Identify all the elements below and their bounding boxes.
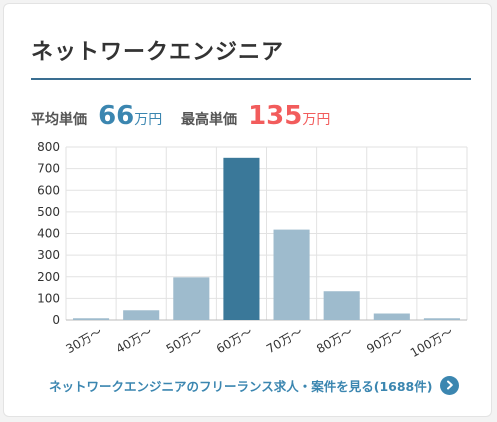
- bar: [273, 229, 310, 320]
- bar: [123, 310, 160, 320]
- x-tick-label: 80万～: [314, 324, 355, 356]
- x-tick-label: 90万～: [364, 324, 405, 356]
- x-tick-label: 40万～: [114, 324, 155, 356]
- chevron-right-icon[interactable]: [440, 375, 460, 395]
- x-tick-label: 60万～: [214, 324, 255, 356]
- x-tick-label: 30万～: [64, 324, 105, 356]
- average-rate-unit: 万円: [134, 112, 163, 128]
- title-divider: [31, 78, 471, 80]
- bar: [423, 318, 460, 320]
- bar: [323, 291, 360, 320]
- y-tick-label: 800: [37, 140, 60, 154]
- y-tick-label: 500: [37, 205, 60, 219]
- job-rate-card: ネットワークエンジニア 平均単価 66万円 最高単価 135万円 0 100 200…: [3, 3, 492, 417]
- average-rate-value: 66: [98, 101, 135, 131]
- bar: [73, 318, 110, 320]
- rate-distribution-chart: 0 100 200 300 400 500 600 700 800 30万～ 40万～ 50万～ 60万…: [37, 140, 468, 360]
- y-tick-label: 300: [37, 248, 60, 262]
- x-tick-label: 70万～: [264, 324, 305, 356]
- job-listings-link[interactable]: ネットワークエンジニアのフリーランス求人・案件を見る(1688件): [49, 374, 460, 396]
- bar: [173, 277, 210, 320]
- y-tick-label: 600: [37, 183, 60, 197]
- y-tick-label: 700: [37, 162, 60, 176]
- y-tick-label: 400: [37, 227, 60, 241]
- average-rate: 平均単価 66万円: [31, 101, 162, 131]
- average-rate-label: 平均単価: [31, 112, 87, 128]
- bar: [223, 157, 260, 320]
- bar: [373, 313, 410, 320]
- x-tick-label: 100万～: [408, 324, 456, 360]
- y-tick-label: 100: [37, 291, 60, 305]
- job-listings-link-label[interactable]: ネットワークエンジニアのフリーランス求人・案件を見る(1688件): [49, 378, 433, 394]
- max-rate: 最高単価 135万円: [181, 101, 330, 131]
- x-tick-label: 50万～: [164, 324, 205, 356]
- y-tick-label: 200: [37, 270, 60, 284]
- max-rate-unit: 万円: [302, 112, 331, 128]
- y-tick-label: 0: [52, 313, 60, 327]
- max-rate-value: 135: [248, 101, 303, 131]
- page-title: ネットワークエンジニア: [31, 40, 285, 65]
- max-rate-label: 最高単価: [181, 112, 237, 128]
